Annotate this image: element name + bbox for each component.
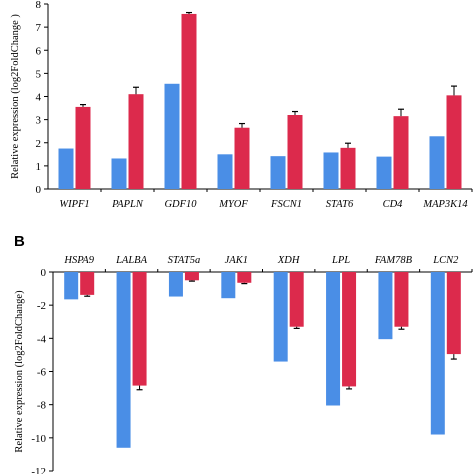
panel-a-category-label-STAT6: STAT6	[326, 199, 354, 210]
panel-a-bar-GDF10-s0	[164, 83, 180, 189]
panel-b-bar-LPL-s1	[342, 272, 357, 387]
panel-b-bar-FAM78B-s1	[394, 272, 409, 327]
panel-b-bar-LPL-s0	[326, 272, 341, 406]
panel-a-y-tick-label: 8	[36, 0, 42, 11]
panel-a-y-tick-label: 3	[36, 115, 42, 127]
panel-a-bar-PAPLN-s0	[111, 158, 127, 189]
panel-b-y-tick-label: -12	[31, 466, 46, 474]
panel-b-category-label-FAM78B: FAM78B	[374, 255, 413, 266]
panel-b-y-tick-label: -8	[37, 400, 47, 412]
panel-a-bar-FSCN1-s0	[270, 156, 286, 189]
panel-b-bar-JAK1-s0	[221, 272, 236, 299]
panel-a-bar-STAT6-s1	[340, 147, 356, 189]
panel-b-bar-LCN2-s0	[430, 272, 445, 435]
panel-b-category-label-LCN2: LCN2	[432, 255, 459, 266]
panel-a-bar-PAPLN-s1	[128, 94, 144, 189]
panel-a-category-label-FSCN1: FSCN1	[270, 199, 302, 210]
panel-a-bar-MAP3K14-s0	[429, 136, 445, 189]
panel-a-category-label-GDF10: GDF10	[164, 199, 197, 210]
panel-b-category-label-XDH: XDH	[277, 255, 301, 266]
panel-b-y-tick-label: 0	[41, 267, 47, 279]
panel-b-category-label-LPL: LPL	[331, 255, 350, 266]
panel-b-y-axis-label: Relative expression (log2FoldChange)	[14, 290, 25, 453]
panel-b-chart: -12 -10 -8 -6 -4 -2 0 Relative expression (log2…	[14, 255, 473, 474]
panel-a-bar-MYOF-s1	[234, 127, 250, 189]
panel-b-category-label-STAT5a: STAT5a	[168, 255, 201, 266]
panel-a-bar-CD4-s1	[393, 116, 409, 189]
panel-a-y-tick-label: 0	[36, 184, 42, 196]
panel-b-y-tick-label: -6	[37, 367, 47, 379]
panel-a-bar-FSCN1-s1	[287, 115, 303, 189]
panel-b-category-label-JAK1: JAK1	[225, 255, 248, 266]
panel-b-bar-HSPA9-s0	[64, 272, 79, 300]
panel-a-bar-STAT6-s0	[323, 152, 339, 189]
panel-b-category-label-LALBA: LALBA	[115, 255, 148, 266]
panel-b-bar-FAM78B-s0	[378, 272, 393, 340]
panel-b-bar-JAK1-s1	[237, 272, 252, 283]
panel-a-bar-GDF10-s1	[181, 13, 197, 189]
panel-a-chart: 0 1 2 3 4 5 6 7 8 Relative expression (log2FoldCh…	[10, 0, 473, 210]
panel-b-bar-LALBA-s1	[132, 272, 147, 386]
panel-a-category-label-MYOF: MYOF	[218, 199, 248, 210]
panel-a-y-axis-label: Relative expression (log2FoldChange )	[10, 14, 21, 179]
panel-b-y-tick-label: -4	[37, 333, 47, 345]
panel-a-y-tick-label: 4	[36, 92, 42, 104]
panel-b-bar-LALBA-s0	[116, 272, 131, 448]
panel-b-bar-LCN2-s1	[446, 272, 461, 355]
panel-a-y-tick-label: 7	[36, 22, 42, 34]
panel-b-category-label-HSPA9: HSPA9	[63, 255, 94, 266]
panel-b-bar-STAT5a-s0	[168, 272, 183, 297]
panel-b-y-tick-label: -10	[31, 433, 46, 445]
panel-a-bar-MYOF-s0	[217, 154, 233, 189]
panel-a-y-tick-label: 5	[36, 68, 42, 80]
panel-a-category-label-MAP3K14: MAP3K14	[422, 199, 468, 210]
panel-a-bar-WIPF1-s1	[75, 106, 91, 189]
panel-a-bar-WIPF1-s0	[58, 148, 74, 189]
panel-a-bar-CD4-s0	[376, 156, 392, 189]
panel-a-y-tick-label: 2	[36, 138, 42, 150]
panel-b-bar-XDH-s1	[289, 272, 304, 327]
panel-b-bar-STAT5a-s1	[184, 272, 199, 281]
panel-a-category-label-CD4: CD4	[383, 199, 404, 210]
panel-a-category-label-WIPF1: WIPF1	[59, 199, 89, 210]
panel-a-category-label-PAPLN: PAPLN	[111, 199, 144, 210]
panel-a-y-tick-label: 6	[36, 45, 42, 57]
panel-b-label: B	[14, 233, 25, 250]
panel-b-y-tick-label: -2	[37, 300, 46, 312]
panel-a-y-tick-label: 1	[36, 161, 42, 173]
panel-b-bar-HSPA9-s1	[80, 272, 95, 295]
panel-a-bar-MAP3K14-s1	[446, 95, 462, 189]
panel-b-bar-XDH-s0	[273, 272, 288, 362]
